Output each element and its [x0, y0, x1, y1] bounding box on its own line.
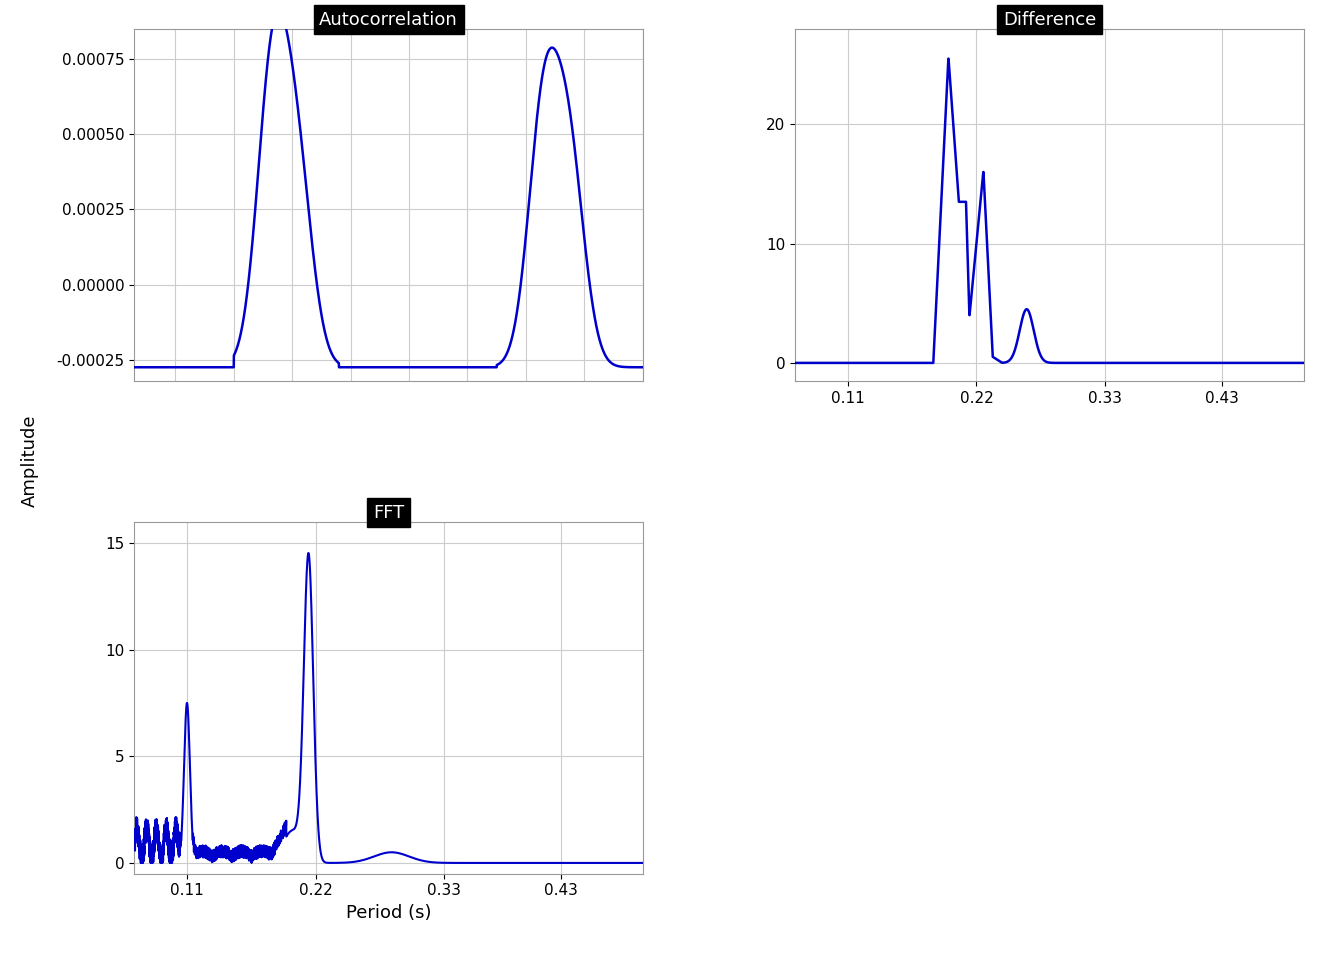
Title: Difference: Difference	[1003, 11, 1097, 29]
X-axis label: Period (s): Period (s)	[345, 904, 431, 922]
Title: Autocorrelation: Autocorrelation	[320, 11, 458, 29]
Text: Amplitude: Amplitude	[20, 415, 39, 507]
Title: FFT: FFT	[374, 504, 405, 521]
